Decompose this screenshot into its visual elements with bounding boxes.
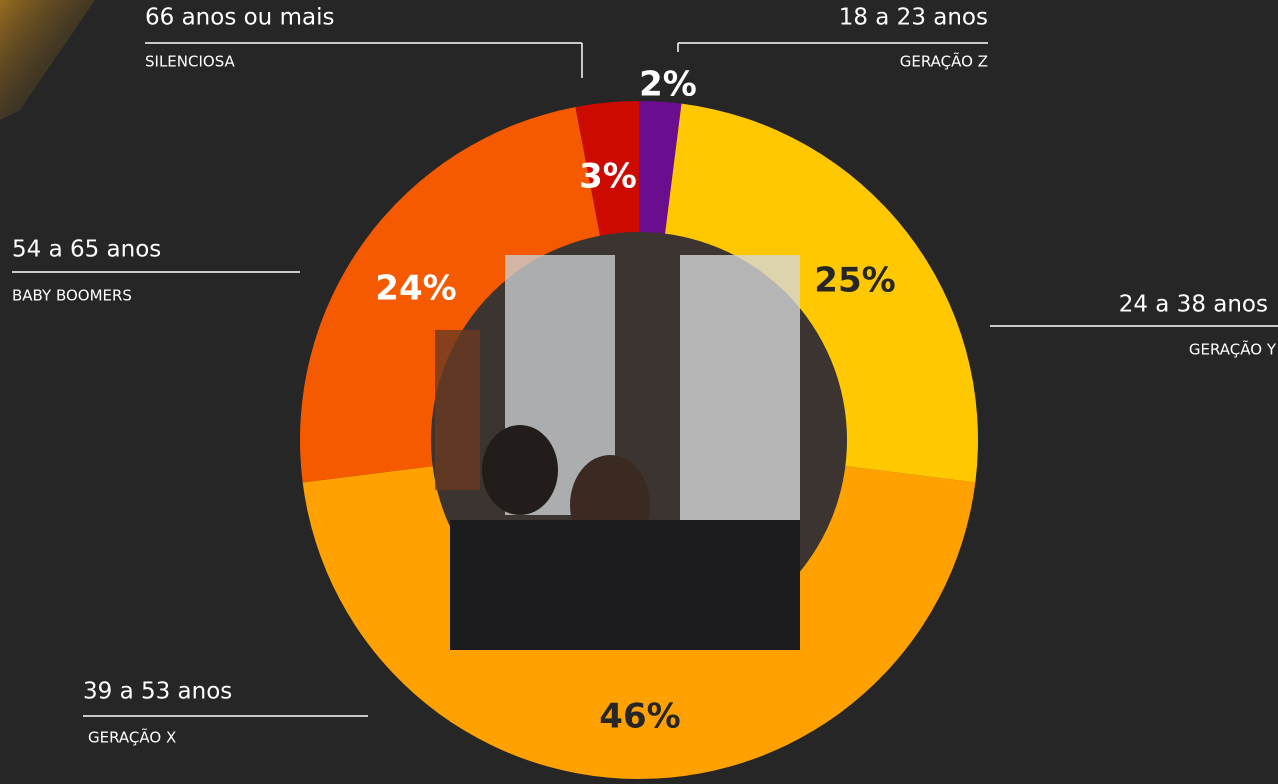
data-label: 2% [639,65,697,105]
category-label: 54 a 65 anos [12,237,161,263]
slice [575,101,639,237]
data-label: 46% [599,697,680,737]
category-label: 18 a 23 anos [839,5,988,31]
category-label: 39 a 53 anos [83,679,232,705]
generation-label: SILENCIOSA [145,53,236,71]
data-label: 24% [375,269,456,309]
category-label: 66 anos ou mais [145,5,334,31]
decoration [0,0,95,120]
slice [302,465,976,779]
data-label: 25% [814,261,895,301]
generation-label: BABY BOOMERS [12,287,132,305]
category-label: 24 a 38 anos [1119,292,1268,318]
generation-label: GERAÇÃO Z [900,52,988,71]
data-label: 3% [579,157,637,197]
slice [664,103,978,483]
generation-label: GERAÇÃO Y [1189,340,1277,359]
slice [639,101,682,235]
slice [300,107,601,483]
center-photo [431,232,847,650]
generation-label: GERAÇÃO X [88,728,176,747]
